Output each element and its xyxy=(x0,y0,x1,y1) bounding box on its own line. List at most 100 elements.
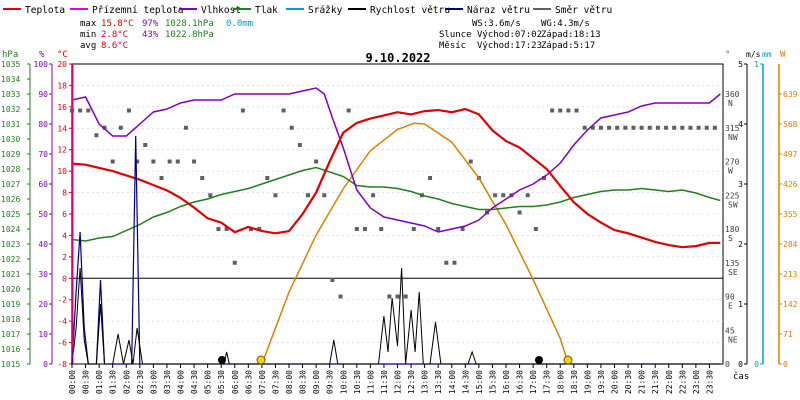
dir-tick-label: 360 xyxy=(725,90,740,99)
x-tick-label: 05:00 xyxy=(204,370,213,394)
wind-direction-point xyxy=(598,125,603,130)
stats-min-press: 1022.8hPa xyxy=(165,30,214,40)
hpa-tick-label: 1020 xyxy=(1,285,20,294)
x-tick-label: 15:00 xyxy=(475,370,484,394)
x-tick-label: 17:00 xyxy=(529,370,538,394)
x-tick-label: 20:00 xyxy=(611,370,620,394)
temp-tick-label: 20 xyxy=(57,60,67,69)
stats-min-temp: 2.8°C xyxy=(101,30,128,40)
hpa-tick-label: 1025 xyxy=(1,210,20,219)
x-tick-label: 22:30 xyxy=(678,370,687,394)
dir-tick-name: E xyxy=(728,302,733,311)
temp-tick-label: 14 xyxy=(57,124,67,133)
wind-direction-point xyxy=(102,125,107,130)
wind-direction-point xyxy=(118,125,123,130)
x-tick-label: 10:30 xyxy=(353,370,362,394)
wind-direction-point xyxy=(444,260,449,265)
ms-tick-label: 0 xyxy=(738,360,743,369)
ms-tick-label: 2 xyxy=(738,240,743,249)
stats-max-hum: 97% xyxy=(142,19,159,29)
x-tick-label: 06:00 xyxy=(231,370,240,394)
wind-direction-point xyxy=(183,125,188,130)
x-tick-label: 10:00 xyxy=(339,370,348,394)
mm-axis-label: mm xyxy=(762,50,772,59)
dir-tick-name: NW xyxy=(728,133,738,142)
hpa-tick-label: 1026 xyxy=(1,195,20,204)
sunrise-icon xyxy=(256,355,266,365)
x-tick-label: 18:00 xyxy=(556,370,565,394)
x-tick-label: 14:30 xyxy=(461,370,470,394)
temp-tick-label: 6 xyxy=(62,210,67,219)
wind-direction-point xyxy=(257,227,262,231)
ms-tick-label: 1 xyxy=(738,300,743,309)
sun-label: Slunce xyxy=(439,30,472,40)
w-tick-label: 355 xyxy=(783,210,798,219)
gust-line xyxy=(71,135,721,365)
pct-tick-label: 50 xyxy=(38,210,48,219)
x-tick-label: 21:30 xyxy=(651,370,660,394)
pct-tick-label: 10 xyxy=(38,330,48,339)
wind-direction-point xyxy=(159,176,164,180)
wind-direction-point xyxy=(436,227,441,231)
wind-direction-point xyxy=(387,294,392,299)
wind-direction-point xyxy=(208,193,213,198)
wind-direction-point xyxy=(126,108,131,113)
dir-tick-label: 135 xyxy=(725,259,740,268)
x-tick-label: 02:30 xyxy=(136,370,145,394)
wind-direction-point xyxy=(712,125,717,130)
wind-direction-point xyxy=(452,260,457,265)
ms-axis-label: m/s xyxy=(746,50,761,59)
wind-direction-point xyxy=(371,193,376,198)
hpa-tick-label: 1031 xyxy=(1,120,20,129)
wind-direction-point xyxy=(249,227,254,231)
hpa-tick-label: 1024 xyxy=(1,225,20,234)
wind-direction-point xyxy=(607,125,612,130)
w-tick-label: 497 xyxy=(783,150,798,159)
wind-direction-point xyxy=(265,176,270,180)
dir-tick-name: NE xyxy=(728,335,738,344)
x-tick-label: 22:00 xyxy=(665,370,674,394)
temp-tick-label: 16 xyxy=(57,103,67,112)
dir-axis-label: ° xyxy=(725,50,730,60)
wind-direction-point xyxy=(403,294,408,299)
moonset-icon xyxy=(218,356,226,364)
x-tick-label: 19:30 xyxy=(597,370,606,394)
wind-direction-point xyxy=(428,176,433,180)
wind-direction-point xyxy=(468,159,473,164)
x-tick-label: 17:30 xyxy=(543,370,552,394)
dir-tick-label: 315 xyxy=(725,124,740,133)
sun-rise: Východ:07:02 xyxy=(477,30,542,40)
hpa-tick-label: 1028 xyxy=(1,165,20,174)
temp-tick-label: 8 xyxy=(62,189,67,198)
x-tick-label: 18:30 xyxy=(570,370,579,394)
wind-direction-point xyxy=(639,125,644,130)
dir-tick-label: 0 xyxy=(725,360,730,369)
wind-direction-point xyxy=(590,125,595,130)
wind-direction-point xyxy=(533,227,538,231)
ms-tick-label: 5 xyxy=(738,60,743,69)
sun-set: Západ:18:13 xyxy=(541,30,601,40)
wind-direction-point xyxy=(200,176,205,180)
x-tick-label: 12:00 xyxy=(394,370,403,394)
x-tick-label: 03:30 xyxy=(163,370,172,394)
wind-direction-point xyxy=(305,193,310,198)
wind-direction-point xyxy=(493,193,498,198)
moon-rise: Východ:17:23 xyxy=(477,41,542,51)
wind-direction-point xyxy=(647,125,652,130)
legend-srazky: Srážky xyxy=(308,5,343,16)
wind-direction-point xyxy=(672,125,677,130)
ms-tick-label: 4 xyxy=(738,120,743,129)
wind-direction-point xyxy=(460,227,465,231)
wind-direction-point xyxy=(143,143,148,147)
x-tick-label: 06:30 xyxy=(244,370,253,394)
pct-tick-label: 100 xyxy=(34,60,49,69)
x-tick-label: 12:30 xyxy=(407,370,416,394)
temp-tick-label: 10 xyxy=(57,167,67,176)
x-tick-label: 14:00 xyxy=(448,370,457,394)
x-tick-label: 00:00 xyxy=(68,370,77,394)
w-tick-label: 568 xyxy=(783,120,798,129)
wind-direction-point xyxy=(78,108,83,113)
wind-direction-point xyxy=(151,159,156,164)
x-tick-label: 03:00 xyxy=(149,370,158,394)
